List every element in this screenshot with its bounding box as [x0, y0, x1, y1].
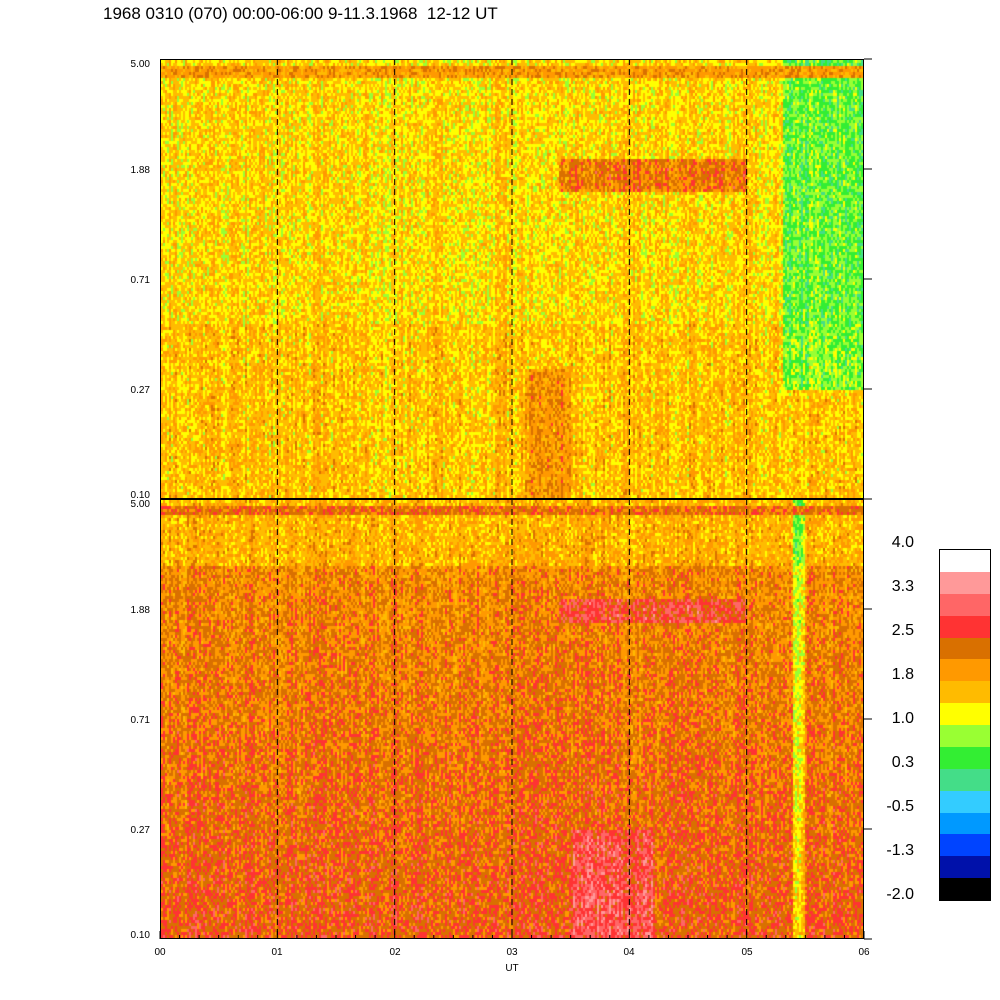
- colorbar-band-14: [940, 856, 990, 879]
- colorbar-band-2: [940, 593, 990, 616]
- y-tick-top-0: 5.00: [130, 59, 150, 70]
- colorbar-label-0: 4.0: [891, 534, 914, 551]
- colorbar-label-4: 1.0: [891, 710, 914, 727]
- page-title: 1968 0310 (070) 00:00-06:00 9-11.3.1968 …: [103, 4, 498, 23]
- colorbar-band-8: [940, 725, 990, 747]
- colorbar-label-5: 0.3: [891, 754, 914, 771]
- colorbar-label-8: -2.0: [886, 886, 914, 903]
- x-tick-5: 05: [741, 947, 753, 958]
- y-tick-top-2: 0.71: [130, 275, 150, 286]
- y-tick-top-1: 1.88: [130, 165, 150, 176]
- colorbar-band-1: [940, 571, 990, 594]
- colorbar-band-3: [940, 615, 990, 638]
- y-tick-bottom-1: 1.88: [130, 605, 150, 616]
- colorbar-band-6: [940, 681, 990, 704]
- colorbar: [939, 549, 991, 901]
- colorbar-band-12: [940, 812, 990, 835]
- y-tick-top-4: 0.10: [130, 490, 150, 501]
- colorbar-band-4: [940, 637, 990, 660]
- colorbar-label-3: 1.8: [891, 666, 914, 683]
- colorbar-band-5: [940, 659, 990, 682]
- colorbar-label-2: 2.5: [891, 622, 914, 639]
- y-tick-bottom-4: 0.10: [130, 930, 150, 941]
- colorbar-band-15: [940, 878, 990, 900]
- colorbar-label-6: -0.5: [886, 798, 914, 815]
- y-tick-bottom-3: 0.27: [130, 825, 150, 836]
- x-tick-2: 02: [389, 947, 401, 958]
- colorbar-label-1: 3.3: [891, 578, 914, 595]
- colorbar-label-7: -1.3: [886, 842, 914, 859]
- colorbar-band-0: [940, 550, 990, 572]
- x-tick-0: 00: [154, 947, 166, 958]
- y-tick-bottom-2: 0.71: [130, 715, 150, 726]
- colorbar-band-10: [940, 768, 990, 791]
- x-axis-label: UT: [505, 963, 519, 974]
- colorbar-band-7: [940, 703, 990, 725]
- colorbar-band-11: [940, 790, 990, 813]
- x-tick-3: 03: [506, 947, 518, 958]
- colorbar-band-9: [940, 746, 990, 769]
- colorbar-band-13: [940, 834, 990, 857]
- y-tick-bottom-0: 5.00: [130, 499, 150, 510]
- y-tick-top-3: 0.27: [130, 385, 150, 396]
- x-tick-4: 04: [623, 947, 635, 958]
- x-tick-6: 06: [858, 947, 870, 958]
- x-tick-1: 01: [271, 947, 283, 958]
